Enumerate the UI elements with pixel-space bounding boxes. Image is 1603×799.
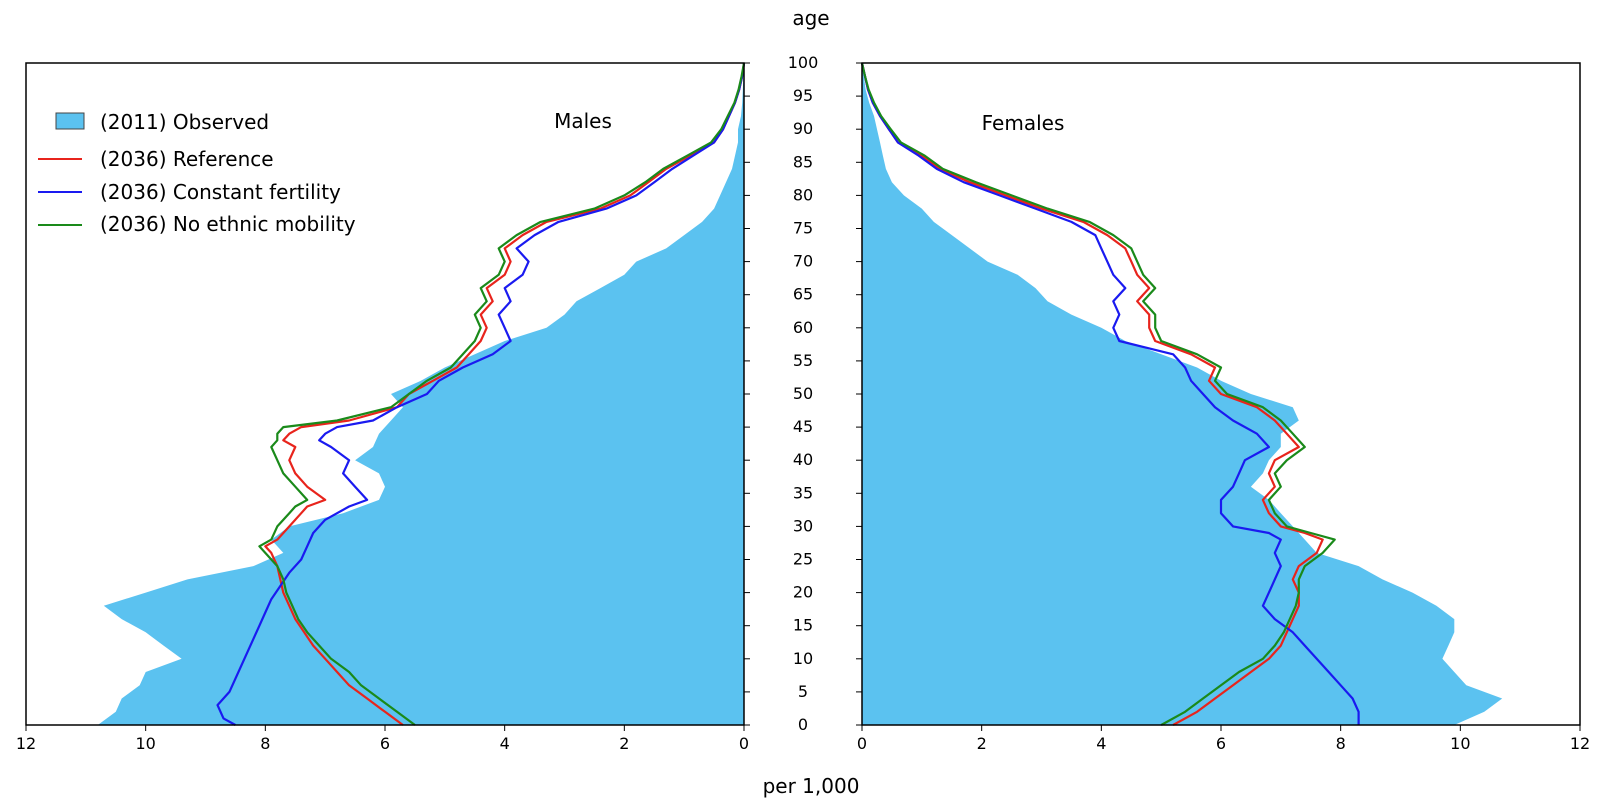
age-tick-label: 65 (793, 285, 813, 304)
age-tick-label: 40 (793, 450, 813, 469)
males-x-axis: 12 10 8 6 4 2 0 (16, 725, 749, 753)
females-x-tick-label: 12 (1570, 734, 1590, 753)
females-x-tick-label: 8 (1336, 734, 1346, 753)
legend-label-reference: (2036) Reference (100, 147, 274, 171)
legend-swatch-observed (55, 112, 85, 130)
males-area-2011-observed (97, 63, 745, 725)
males-x-tick-label: 10 (135, 734, 155, 753)
age-tick-label: 75 (793, 219, 813, 238)
males-line-2036-constant-fertility (216, 62, 746, 726)
age-tick-label: 30 (793, 516, 813, 535)
females-x-axis: 0 2 4 6 8 10 12 (857, 725, 1590, 753)
males-line-2036-reference (264, 62, 746, 726)
age-tick-label: 20 (793, 583, 813, 602)
females-x-tick-label: 6 (1216, 734, 1226, 753)
age-tick-label: 10 (793, 649, 813, 668)
age-tick-label: 0 (798, 715, 808, 734)
males-x-tick-label: 0 (739, 734, 749, 753)
age-tick-label: 100 (788, 53, 819, 72)
legend: (2011) Observed (2036) Reference (2036) … (38, 110, 356, 236)
females-panel: Females 0 2 4 6 8 10 12 (857, 62, 1590, 753)
males-panel-label: Males (554, 109, 612, 133)
males-line-2036-no-ethnic-mobility (258, 62, 746, 726)
age-tick-label: 70 (793, 252, 813, 271)
age-tick-label: 25 (793, 550, 813, 569)
females-x-tick-label: 0 (857, 734, 867, 753)
legend-label-no-ethnic-mobility: (2036) No ethnic mobility (100, 212, 356, 236)
females-x-tick-label: 10 (1450, 734, 1470, 753)
age-tick-label: 35 (793, 483, 813, 502)
females-area-2011-observed (862, 63, 1503, 725)
males-projection-layer (216, 62, 746, 726)
females-observed-layer (862, 63, 1503, 725)
age-tick-label: 50 (793, 384, 813, 403)
males-x-tick-label: 4 (500, 734, 510, 753)
males-panel: Males 12 10 8 6 4 2 0 (16, 62, 749, 753)
x-axis-title: per 1,000 (763, 774, 860, 798)
age-tick-label: 85 (793, 152, 813, 171)
age-tick-label: 55 (793, 351, 813, 370)
age-tick-label: 60 (793, 318, 813, 337)
males-x-tick-label: 6 (380, 734, 390, 753)
age-tick-label: 80 (793, 185, 813, 204)
males-x-tick-label: 2 (619, 734, 629, 753)
males-x-tick-label: 12 (16, 734, 36, 753)
age-axis: 0 5 10 15 20 25 30 35 40 45 50 55 60 65 70 75 80 85 90 95 10… (744, 53, 862, 734)
age-tick-label: 5 (798, 682, 808, 701)
y-axis-title: age (792, 6, 829, 30)
males-x-tick-label: 8 (260, 734, 270, 753)
legend-label-observed: (2011) Observed (100, 110, 269, 134)
females-x-tick-label: 4 (1096, 734, 1106, 753)
females-x-tick-label: 2 (977, 734, 987, 753)
females-line-2036-constant-fertility (860, 62, 1360, 725)
females-projection-layer (860, 62, 1360, 726)
age-tick-label: 45 (793, 417, 813, 436)
age-tick-label: 15 (793, 616, 813, 635)
legend-label-constant-fertility: (2036) Constant fertility (100, 180, 341, 204)
males-observed-layer (97, 63, 745, 725)
females-panel-label: Females (982, 111, 1065, 135)
age-tick-label: 95 (793, 86, 813, 105)
females-line-2036-no-ethnic-mobility (860, 62, 1336, 726)
age-tick-label: 90 (793, 119, 813, 138)
females-line-2036-reference (860, 62, 1324, 726)
